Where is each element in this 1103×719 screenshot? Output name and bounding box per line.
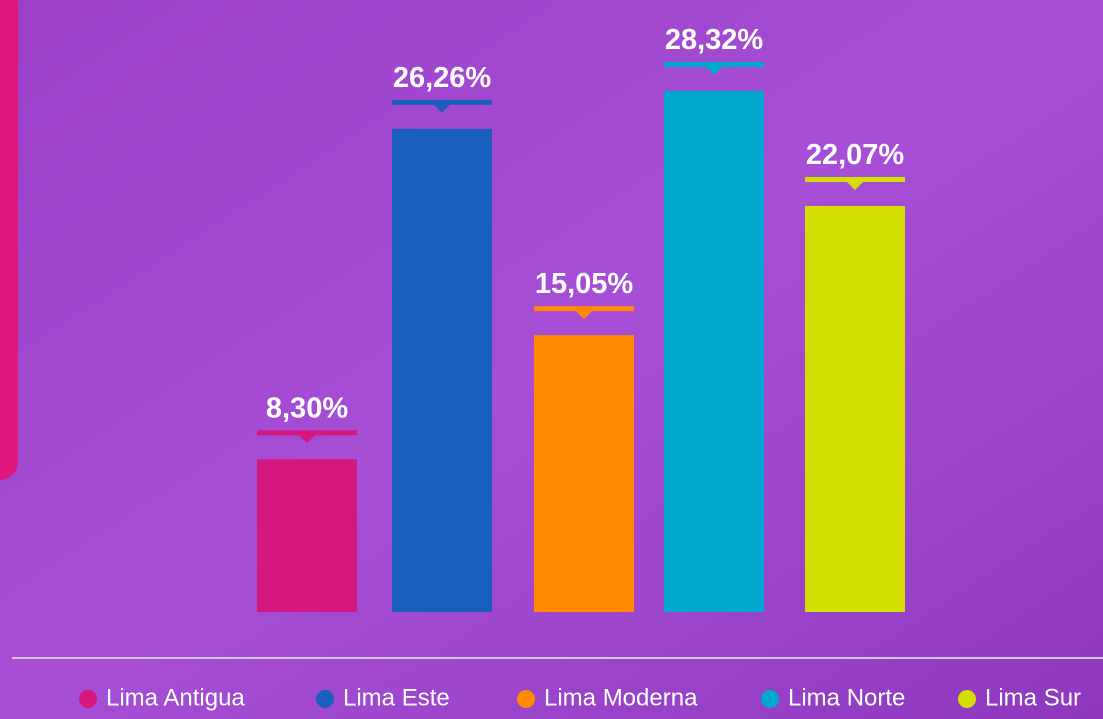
chart: 8,30% Lima Antigua 26,26% Lima Este 15,05% Li… xyxy=(0,0,1103,719)
legend-dot xyxy=(316,690,334,708)
legend-label: Lima Este xyxy=(343,684,450,711)
value-label: 28,32% xyxy=(665,24,764,56)
value-label: 22,07% xyxy=(806,139,905,171)
bar xyxy=(392,129,492,612)
value-label: 8,30% xyxy=(266,392,348,424)
bar xyxy=(534,335,634,612)
legend-dot xyxy=(958,690,976,708)
side-accent xyxy=(0,0,18,480)
legend-dot xyxy=(761,690,779,708)
legend-label: Lima Moderna xyxy=(544,684,698,711)
value-label: 15,05% xyxy=(535,268,634,300)
legend-dot xyxy=(517,690,535,708)
legend-label: Lima Antigua xyxy=(106,684,245,711)
bar xyxy=(664,91,764,612)
legend-dot xyxy=(79,690,97,708)
value-label: 26,26% xyxy=(393,62,492,94)
bar xyxy=(805,206,905,612)
bar xyxy=(257,459,357,612)
legend-label: Lima Norte xyxy=(788,684,905,711)
legend-label: Lima Sur xyxy=(985,684,1081,711)
